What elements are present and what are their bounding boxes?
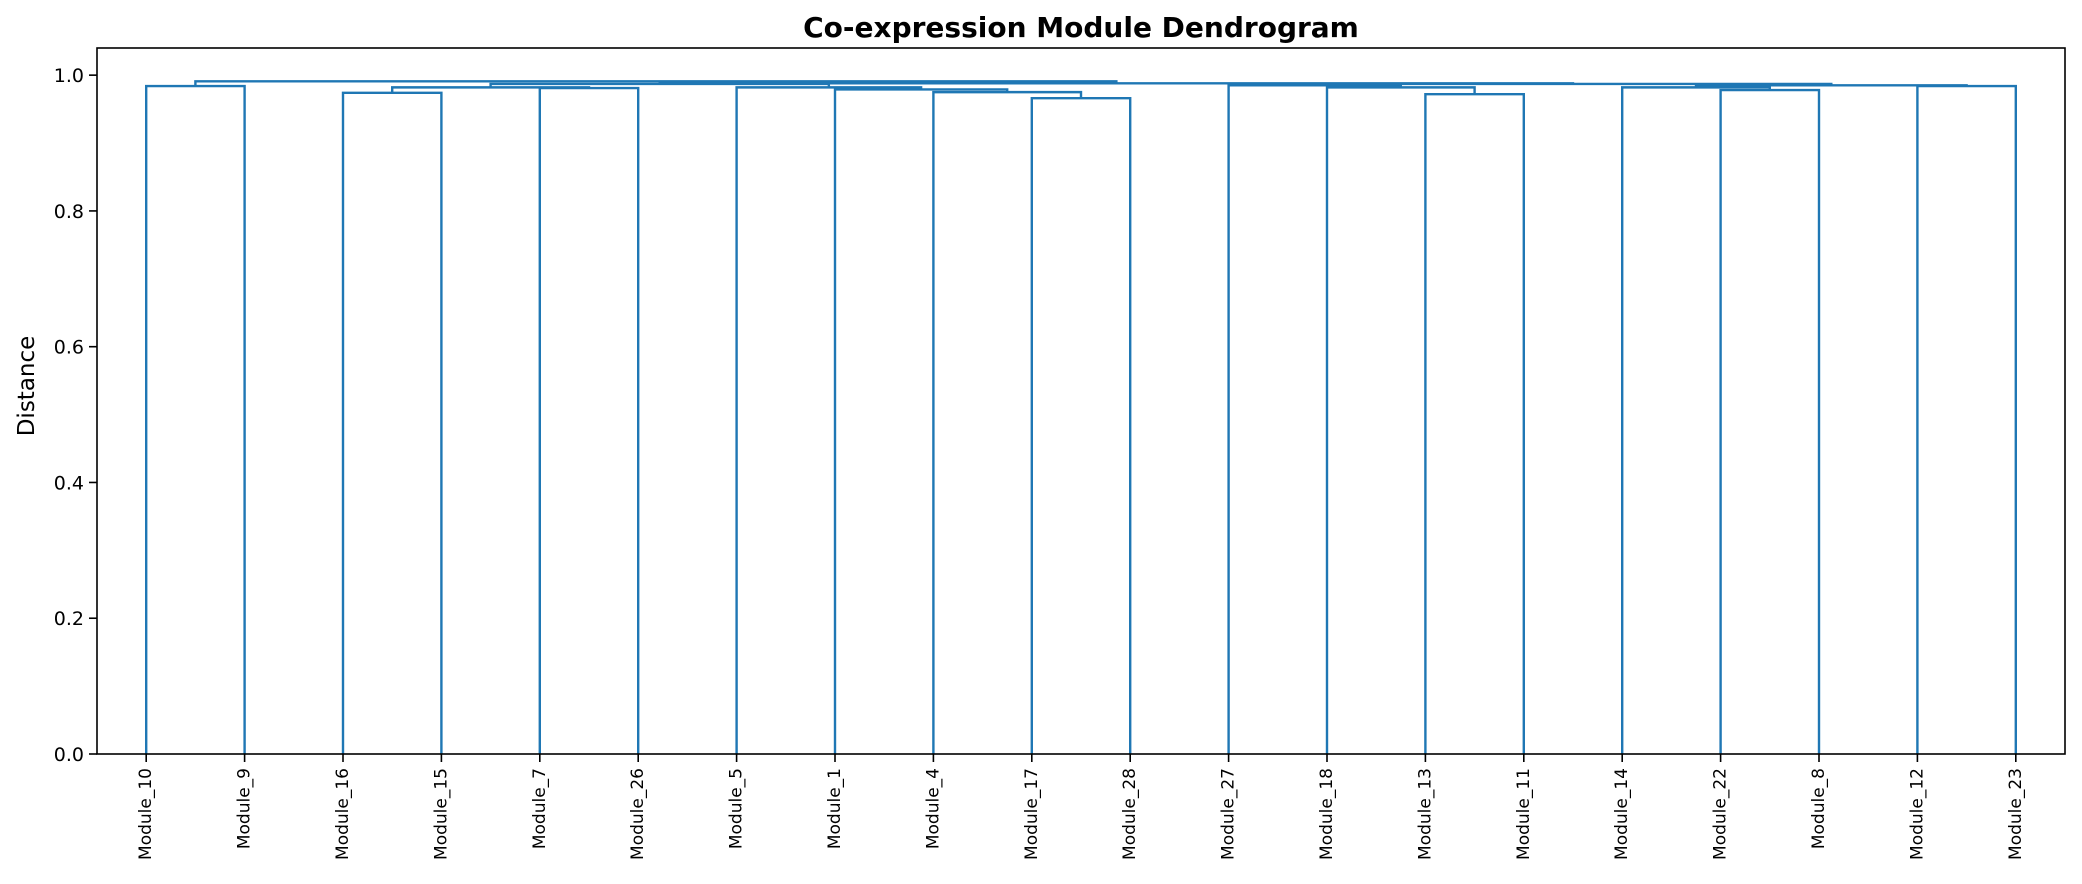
dendrogram-link bbox=[194, 80, 1118, 87]
leaf-label: Module_11 bbox=[1514, 768, 1534, 860]
y-tick-label: 0.0 bbox=[54, 744, 84, 766]
dendrogram-link bbox=[658, 82, 1575, 85]
leaf-label: Module_13 bbox=[1415, 768, 1435, 860]
dendrogram-link bbox=[1227, 84, 1402, 754]
leaf-label: Module_1 bbox=[825, 768, 845, 849]
y-tick-label: 0.8 bbox=[54, 201, 84, 223]
leaf-label: Module_7 bbox=[530, 768, 550, 849]
leaf-label: Module_23 bbox=[2006, 768, 2026, 860]
leaf-label: Module_15 bbox=[431, 768, 451, 860]
leaf-label: Module_10 bbox=[136, 768, 156, 860]
dendrogram-links bbox=[145, 80, 2017, 754]
leaf-label: Module_4 bbox=[923, 768, 943, 849]
dendrogram-link bbox=[1325, 86, 1476, 754]
leaf-label: Module_9 bbox=[235, 768, 255, 849]
dendrogram-link bbox=[1916, 84, 2017, 754]
dendrogram-link bbox=[833, 88, 1009, 754]
leaf-label: Module_5 bbox=[727, 768, 747, 849]
dendrogram-link bbox=[391, 86, 591, 93]
leaf-label: Module_28 bbox=[1120, 768, 1140, 860]
y-axis-label: Distance bbox=[14, 336, 40, 437]
dendrogram-link bbox=[1030, 97, 1132, 754]
x-axis: Module_10 Module_9 Module_16 Module_15 Modul… bbox=[136, 754, 2026, 860]
plot-frame bbox=[96, 47, 2066, 755]
leaf-label: Module_27 bbox=[1219, 768, 1239, 860]
leaf-label: Module_16 bbox=[333, 768, 353, 860]
dendrogram-link bbox=[1424, 92, 1525, 754]
y-axis: 0.0 0.2 0.4 0.6 0.8 1.0 bbox=[54, 65, 97, 766]
dendrogram-link bbox=[932, 90, 1083, 754]
leaf-label: Module_8 bbox=[1809, 768, 1829, 849]
dendrogram-link bbox=[341, 91, 443, 754]
dendrogram-link bbox=[735, 86, 923, 754]
leaf-label: Module_22 bbox=[1711, 768, 1731, 860]
leaf-label: Module_12 bbox=[1907, 768, 1927, 860]
chart-title: Co-expression Module Dendrogram bbox=[803, 11, 1359, 44]
dendrogram-link bbox=[538, 86, 640, 754]
leaf-label: Module_17 bbox=[1022, 768, 1042, 860]
y-tick-label: 0.4 bbox=[54, 472, 84, 494]
dendrogram-link bbox=[145, 84, 246, 754]
dendrogram-link bbox=[1621, 86, 1771, 754]
dendrogram-link bbox=[1719, 88, 1821, 754]
y-tick-label: 0.2 bbox=[54, 608, 84, 630]
leaf-label: Module_18 bbox=[1317, 768, 1337, 860]
y-tick-label: 0.6 bbox=[54, 337, 84, 359]
leaf-label: Module_26 bbox=[628, 768, 648, 860]
y-tick-label: 1.0 bbox=[54, 65, 84, 87]
leaf-label: Module_14 bbox=[1612, 768, 1632, 860]
